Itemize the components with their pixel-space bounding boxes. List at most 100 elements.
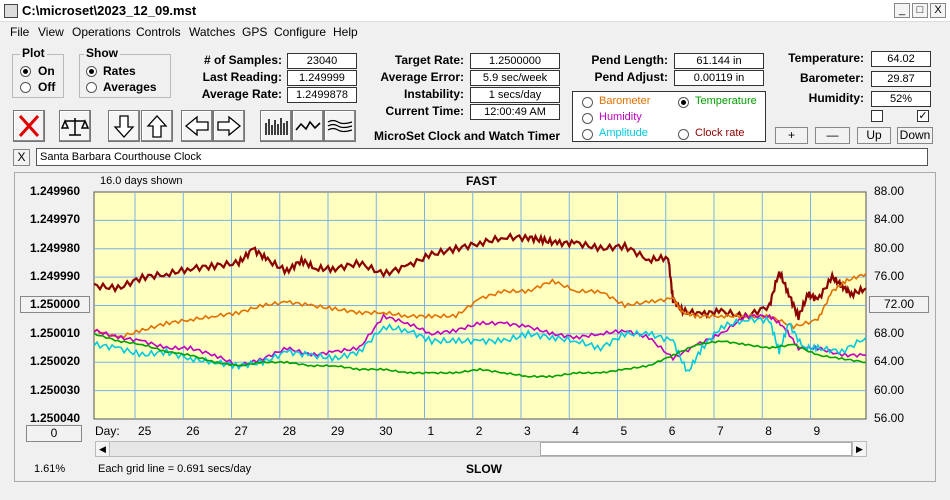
scroll-left-arrow[interactable]: ◀: [96, 442, 110, 456]
day-tick-label: 1: [427, 424, 435, 438]
minimize-button[interactable]: _: [894, 3, 910, 18]
instability-value: 1 secs/day: [470, 87, 560, 103]
temperature-radio[interactable]: [678, 97, 689, 108]
env-checkbox-2[interactable]: ✓: [917, 110, 929, 122]
series-lines: [93, 232, 867, 379]
lines-view-button[interactable]: [324, 110, 356, 142]
left-arrow-button[interactable]: [181, 110, 213, 142]
center-right-button[interactable]: 72.00: [869, 296, 929, 313]
day-tick-label: 6: [668, 424, 676, 438]
right-tick-label: 68.00: [874, 325, 905, 340]
left-tick-label: 1.249980: [30, 240, 81, 255]
pend-adjust-value: 0.00119 in: [674, 70, 764, 86]
menu-configure[interactable]: Configure: [274, 25, 327, 39]
day-tick-label: 4: [572, 424, 579, 438]
right-tick-label: 56.00: [874, 411, 905, 425]
instability-label: Instability:: [403, 87, 464, 101]
barometer-radio[interactable]: [582, 97, 593, 108]
average-rate-label: Average Rate:: [201, 87, 282, 101]
day-tick-label: 9: [813, 424, 821, 438]
amplitude-option-label: Amplitude: [599, 127, 648, 139]
show-rates-label: Rates: [103, 64, 136, 78]
scroll-thumb[interactable]: [540, 442, 852, 456]
horizontal-scrollbar[interactable]: ◀ ▶: [95, 441, 867, 457]
menu-watches[interactable]: Watches: [189, 25, 236, 39]
menu-help[interactable]: Help: [333, 25, 358, 39]
left-tick-label: 1.249990: [30, 269, 81, 284]
right-tick-label: 80.00: [874, 240, 905, 255]
bars-view-button[interactable]: [260, 110, 292, 142]
day-tick-label: 5: [620, 424, 628, 438]
clear-button[interactable]: [13, 110, 45, 142]
clear-name-button[interactable]: X: [13, 149, 30, 166]
menu-controls[interactable]: Controls: [136, 25, 181, 39]
plot-on-radio[interactable]: [20, 66, 31, 77]
show-group-label: Show: [84, 46, 120, 60]
current-time-label: Current Time:: [385, 104, 464, 118]
current-time-value: 12:00:49 AM: [470, 104, 560, 120]
menu-file[interactable]: File: [10, 25, 30, 39]
day-tick-label: 8: [765, 424, 772, 438]
left-tick-label: 1.250010: [30, 325, 81, 340]
humidity-radio[interactable]: [582, 113, 593, 124]
day-tick-label: 29: [331, 424, 345, 438]
fast-label: FAST: [466, 174, 497, 188]
up-arrow-button[interactable]: [141, 110, 173, 142]
maximize-button[interactable]: □: [912, 3, 928, 18]
down-button[interactable]: Down: [897, 127, 933, 144]
plot-on-label: On: [38, 64, 55, 78]
last-reading-value: 1.249999: [287, 70, 357, 86]
barometer-label: Barometer:: [799, 71, 864, 85]
plus-button[interactable]: +: [775, 127, 808, 144]
clock-rate-option-label: Clock rate: [695, 127, 745, 139]
balance-button[interactable]: [59, 110, 91, 142]
clear-icon: [18, 114, 40, 138]
menu-operations[interactable]: Operations: [72, 25, 131, 39]
slow-label: SLOW: [466, 462, 502, 476]
balance-scale-icon: [60, 118, 90, 136]
close-button[interactable]: X: [930, 3, 946, 18]
minus-button[interactable]: —: [815, 127, 850, 144]
last-reading-label: Last Reading:: [202, 70, 282, 84]
scroll-right-arrow[interactable]: ▶: [852, 442, 866, 456]
barometer-option-label: Barometer: [599, 95, 651, 107]
show-rates-radio[interactable]: [86, 66, 97, 77]
humidity-option-label: Humidity: [599, 111, 642, 123]
up-button[interactable]: Up: [857, 127, 891, 144]
amplitude-radio[interactable]: [582, 129, 593, 140]
series-line-barometer: [93, 273, 867, 339]
clock-rate-radio[interactable]: [678, 129, 689, 140]
menu-view[interactable]: View: [38, 25, 64, 39]
plot-off-radio[interactable]: [20, 82, 31, 93]
down-arrow-button[interactable]: [108, 110, 140, 142]
show-averages-radio[interactable]: [86, 82, 97, 93]
day-tick-label: 27: [234, 424, 248, 438]
barometer-value: 29.87: [871, 71, 931, 87]
show-averages-label: Averages: [103, 80, 157, 94]
right-arrow-button[interactable]: [213, 110, 245, 142]
left-tick-label: 1.250030: [30, 382, 81, 397]
wave-view-icon: [295, 120, 321, 131]
average-rate-value: 1.2499878: [287, 87, 357, 103]
show-group: [79, 54, 171, 98]
series-line-temperature: [93, 332, 867, 379]
temperature-label: Temperature:: [788, 51, 864, 65]
title-bar: C:\microset\2023_12_09.mst _ □ X: [0, 0, 950, 22]
env-checkbox-1[interactable]: [871, 110, 883, 122]
clock-name-field[interactable]: Santa Barbara Courthouse Clock: [36, 148, 928, 166]
right-tick-label: 60.00: [874, 382, 905, 397]
day-tick-label: 7: [717, 424, 724, 438]
wave-view-button[interactable]: [292, 110, 324, 142]
left-tick-label: 1.250040: [30, 411, 81, 425]
day-tick-label: 25: [138, 424, 152, 438]
humidity-label: Humidity:: [808, 91, 864, 105]
menu-gps[interactable]: GPS: [242, 25, 268, 39]
offset-box[interactable]: 0: [26, 425, 82, 442]
left-tick-label: 1.249970: [30, 212, 81, 227]
samples-value: 23040: [287, 53, 357, 69]
average-error-label: Average Error:: [380, 70, 464, 84]
day-tick-label: 3: [524, 424, 531, 438]
center-value-button[interactable]: 1.250000: [20, 296, 90, 313]
day-tick-label: 26: [186, 424, 200, 438]
